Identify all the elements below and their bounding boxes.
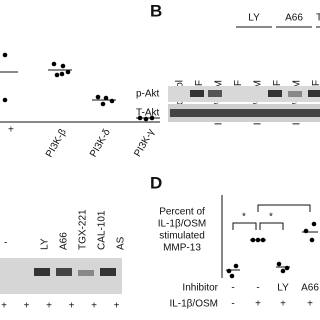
dot <box>54 72 60 78</box>
band <box>288 91 302 97</box>
plus-mark: + <box>114 301 120 312</box>
band <box>190 90 204 97</box>
lane-label: Il-1β/OSM <box>214 80 225 125</box>
y-label: IL-1β/OSM <box>158 219 207 230</box>
panel-b: B LY A66 T ControlIGFIl-1β/OSMIGFIl-1β/O… <box>136 1 320 125</box>
x-label: PI3K-γ <box>132 127 157 158</box>
dot <box>284 265 290 271</box>
band <box>34 268 50 276</box>
plus-mark: + <box>91 301 97 312</box>
condition: + <box>280 299 286 310</box>
row-label: IL-1β/OSM <box>169 299 218 310</box>
column-label: A66 <box>59 232 70 250</box>
condition: LY <box>277 283 289 294</box>
lane-label: Il-1β/OSM <box>253 80 264 125</box>
row-label: T-Akt <box>136 108 160 119</box>
band <box>100 268 116 276</box>
condition: - <box>231 299 234 310</box>
plus-mark: + <box>24 301 30 312</box>
column-label: LY <box>40 238 51 250</box>
y-label: MMP-13 <box>163 243 201 254</box>
condition: - <box>256 283 259 294</box>
plus-mark: + <box>69 301 75 312</box>
x-label: PI3K-β <box>44 127 69 159</box>
bracket <box>259 222 284 230</box>
dot <box>59 71 65 77</box>
x-label: PI3K-δ <box>88 127 113 159</box>
group-label: T <box>316 13 320 24</box>
dot <box>276 261 282 267</box>
row-label: p-Akt <box>136 89 160 100</box>
dot <box>109 98 115 104</box>
dot <box>65 69 71 75</box>
dot <box>2 52 8 58</box>
dot <box>95 94 101 100</box>
band <box>170 109 320 117</box>
dot <box>103 95 109 101</box>
bracket <box>232 222 257 230</box>
dot <box>229 273 235 279</box>
plus-mark: + <box>1 301 7 312</box>
dot <box>309 237 315 243</box>
dot <box>137 115 143 121</box>
row-label: Inhibitor <box>182 283 218 294</box>
condition: + <box>255 299 261 310</box>
dot <box>280 268 286 274</box>
condition: + <box>307 299 313 310</box>
significance: * <box>269 212 273 223</box>
condition: A66 <box>301 283 319 294</box>
dot <box>51 61 57 67</box>
cut-label: + <box>8 125 14 136</box>
bracket <box>257 204 311 212</box>
band <box>78 270 94 276</box>
band <box>208 90 222 97</box>
dot <box>2 97 8 103</box>
dot <box>100 101 106 107</box>
lane-label: Il-1β/OSM <box>292 80 303 125</box>
top-mark: - <box>4 238 7 249</box>
dot <box>303 228 309 234</box>
dot <box>250 237 256 243</box>
y-label: stimulated <box>159 231 205 242</box>
condition: - <box>231 283 234 294</box>
panel-label: B <box>150 1 162 20</box>
band <box>308 90 320 97</box>
panel-label: D <box>150 173 162 192</box>
dot <box>226 268 232 274</box>
y-label: Percent of <box>159 207 205 218</box>
dot <box>311 221 317 227</box>
band <box>268 90 282 97</box>
dot <box>233 263 239 269</box>
column-label: TGX-221 <box>78 209 89 250</box>
dot <box>60 63 66 69</box>
dot <box>260 237 266 243</box>
panel-a: + PI3K-β PI3K-δ PI3K-γ <box>0 52 160 159</box>
dot <box>255 237 261 243</box>
column-label: AS <box>116 236 127 250</box>
band <box>56 268 72 276</box>
significance: * <box>242 212 246 223</box>
dot <box>149 115 155 121</box>
dot <box>143 116 149 122</box>
plus-mark: + <box>46 301 52 312</box>
panel-c: - LY A66 TGX-221 CAL-101 AS + + + + + + <box>0 209 127 312</box>
group-label: LY <box>248 13 260 24</box>
column-label: CAL-101 <box>97 210 108 250</box>
group-label: A66 <box>285 13 303 24</box>
